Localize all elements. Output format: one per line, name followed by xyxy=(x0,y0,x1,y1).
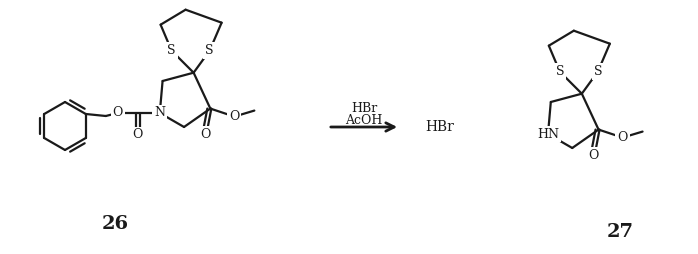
Text: HBr: HBr xyxy=(426,120,454,134)
Text: O: O xyxy=(588,149,599,162)
Text: HBr: HBr xyxy=(351,103,377,116)
Text: O: O xyxy=(112,106,123,119)
Text: O: O xyxy=(229,110,239,123)
Text: AcOH: AcOH xyxy=(346,115,383,128)
Text: O: O xyxy=(617,131,628,144)
Text: S: S xyxy=(556,65,564,78)
Text: HN: HN xyxy=(537,128,559,140)
Text: S: S xyxy=(205,44,214,57)
Text: 27: 27 xyxy=(607,223,634,241)
Text: 26: 26 xyxy=(101,215,128,233)
Text: N: N xyxy=(154,106,165,119)
Text: S: S xyxy=(593,65,602,78)
Text: S: S xyxy=(168,44,176,57)
Text: O: O xyxy=(200,128,211,141)
Text: O: O xyxy=(133,129,143,141)
